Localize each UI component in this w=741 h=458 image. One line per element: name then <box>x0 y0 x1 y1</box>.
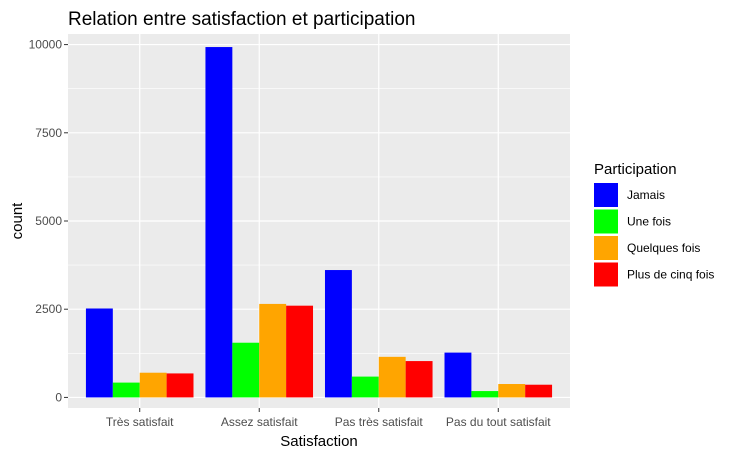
legend-swatch <box>594 262 618 287</box>
y-tick-label: 7500 <box>35 126 62 140</box>
y-tick-label: 10000 <box>29 38 63 52</box>
x-tick-label: Pas du tout satisfait <box>446 415 551 429</box>
bar <box>378 356 406 398</box>
bar <box>324 270 352 398</box>
legend-label: Une fois <box>627 215 671 229</box>
bar <box>351 376 379 398</box>
bar <box>444 352 472 398</box>
chart-title: Relation entre satisfaction et participa… <box>68 9 415 30</box>
bar <box>405 361 433 398</box>
legend-title: Participation <box>594 161 677 178</box>
bar <box>166 373 194 398</box>
legend-label: Quelques fois <box>627 241 700 255</box>
bar <box>112 382 140 398</box>
legend-swatch <box>594 183 618 207</box>
bar <box>232 342 260 398</box>
bar <box>139 372 167 398</box>
legend: Participation Jamais Une fois Quelques foi… <box>594 161 714 287</box>
y-tick-label: 5000 <box>35 214 62 228</box>
grid-minor <box>68 88 570 354</box>
bars <box>85 47 553 398</box>
bar <box>85 308 113 398</box>
y-axis-title: count <box>9 202 26 240</box>
x-tick-label: Assez satisfait <box>221 415 298 429</box>
x-tick-label: Très satisfait <box>106 415 174 429</box>
bar <box>525 384 553 398</box>
legend-swatch <box>594 209 618 234</box>
bar <box>286 305 314 398</box>
x-tick-label: Pas très satisfait <box>335 415 424 429</box>
y-tick-label: 2500 <box>35 302 62 316</box>
legend-label: Jamais <box>627 188 665 202</box>
legend-swatch <box>594 236 618 260</box>
x-axis-title: Satisfaction <box>280 433 358 450</box>
legend-label: Plus de cinq fois <box>627 268 714 282</box>
bar <box>205 47 233 398</box>
bar <box>471 391 499 398</box>
y-axis: 0 2500 5000 7500 10000 <box>29 38 68 404</box>
bar <box>259 303 287 398</box>
bar <box>498 384 526 398</box>
y-tick-label: 0 <box>55 390 62 404</box>
x-axis: Très satisfait Assez satisfait Pas très sa… <box>106 408 551 429</box>
